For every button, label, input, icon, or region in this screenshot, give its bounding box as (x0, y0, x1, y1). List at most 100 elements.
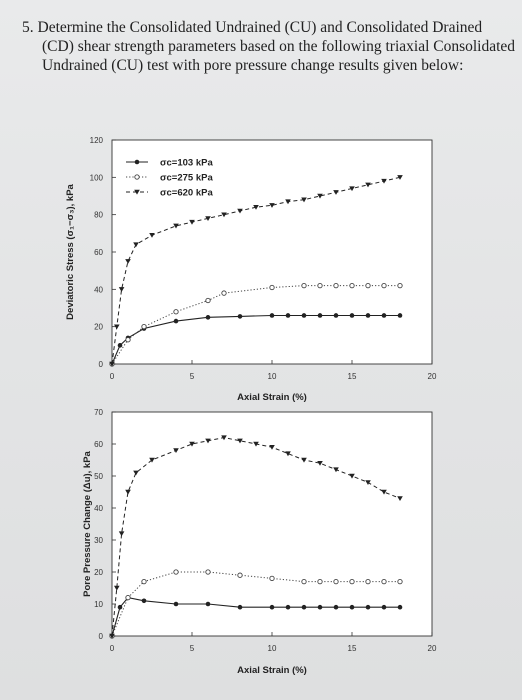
data-point-series-2 (317, 578, 323, 585)
data-point-series-3 (237, 208, 243, 214)
data-point-series-3 (114, 324, 120, 330)
x-tick-label: 10 (268, 372, 277, 381)
x-tick-label: 5 (190, 644, 195, 653)
data-point-series-1 (117, 343, 123, 348)
pore-pressure-chart: 0 10 20 30 40 50 60 70 0 5 10 15 20 Axial Strain (%) P… (82, 408, 437, 676)
data-point-series-3 (109, 361, 115, 367)
data-point-series-1 (381, 604, 387, 610)
data-point-series-2 (141, 578, 147, 585)
question-line-1: 5. Determine the Consolidated Undrained … (22, 19, 483, 36)
data-point-series-2 (365, 578, 371, 585)
y-tick-label: 60 (94, 440, 103, 449)
data-point-series-1 (397, 313, 403, 318)
data-point-series-3 (285, 451, 291, 457)
data-point-series-2 (349, 578, 355, 585)
y-tick-label: 40 (94, 285, 103, 294)
data-point-series-1 (205, 315, 211, 320)
data-point-series-3 (205, 216, 211, 221)
data-point-series-3 (269, 445, 275, 450)
legend-label-2: σc=275 kPa (160, 173, 213, 184)
data-point-series-3 (221, 212, 227, 218)
x-tick-label: 15 (348, 372, 357, 381)
data-point-series-2 (125, 337, 131, 343)
data-point-series-1 (285, 313, 291, 318)
y-tick-label: 60 (94, 248, 103, 257)
data-point-series-2 (365, 282, 371, 289)
data-point-series-3 (109, 633, 115, 639)
data-point-series-1 (301, 604, 307, 610)
question-line-3: Undrained (CU) test with pore pressure c… (42, 57, 464, 74)
data-point-series-3 (301, 457, 307, 463)
x-tick-label: 0 (110, 372, 115, 381)
data-point-series-3 (253, 441, 259, 447)
data-point-series-2 (301, 282, 307, 289)
data-point-series-3 (397, 496, 403, 501)
data-point-series-1 (173, 318, 179, 324)
data-point-series-3 (125, 259, 131, 264)
data-point-series-1 (333, 313, 339, 318)
y-tick-label: 80 (94, 211, 103, 220)
data-point-series-2 (205, 297, 211, 304)
x-tick-label: 20 (428, 372, 437, 381)
x-axis-title: Axial Strain (%) (237, 665, 307, 676)
data-point-series-1 (397, 604, 403, 610)
data-point-series-1 (333, 604, 339, 610)
data-point-series-3 (173, 448, 179, 453)
data-point-series-1 (237, 314, 243, 319)
data-point-series-2 (333, 282, 339, 289)
data-point-series-3 (189, 219, 195, 225)
data-point-series-2 (269, 284, 275, 291)
data-point-series-2 (397, 578, 403, 585)
y-tick-label: 0 (99, 360, 104, 369)
series-line-1 (111, 596, 400, 637)
data-point-series-3 (114, 585, 120, 591)
x-tick-label: 10 (268, 644, 277, 653)
data-point-series-3 (173, 223, 179, 229)
data-point-series-1 (365, 313, 371, 318)
data-point-series-1 (349, 313, 355, 318)
data-point-series-3 (237, 438, 243, 444)
data-point-series-3 (118, 287, 125, 292)
y-tick-label: 30 (94, 536, 103, 545)
y-tick-label: 70 (94, 408, 103, 417)
data-point-series-3 (285, 199, 291, 205)
y-tick-label: 20 (94, 323, 103, 332)
data-point-series-1 (317, 604, 323, 610)
plot-frame (111, 139, 433, 365)
x-axis-title: Axial Strain (%) (237, 392, 307, 403)
x-tick-label: 0 (110, 644, 115, 653)
x-tick-label: 5 (190, 372, 195, 381)
data-point-series-1 (237, 604, 243, 610)
data-point-series-3 (205, 438, 211, 444)
data-point-series-1 (301, 313, 307, 318)
data-point-series-2 (205, 569, 211, 575)
data-point-series-2 (125, 594, 131, 601)
data-point-series-1 (173, 601, 179, 607)
data-point-series-3 (133, 470, 139, 476)
data-point-series-1 (349, 604, 355, 610)
data-point-series-3 (333, 190, 339, 195)
data-point-series-3 (365, 480, 371, 485)
data-point-series-1 (381, 313, 387, 318)
data-point-series-3 (317, 461, 323, 466)
data-point-series-3 (125, 489, 131, 495)
data-point-series-1 (141, 598, 147, 604)
x-tick-label: 20 (428, 644, 437, 653)
data-point-series-2 (349, 282, 355, 289)
data-point-series-1 (205, 601, 211, 607)
data-point-series-2 (269, 575, 275, 582)
data-point-series-3 (317, 193, 323, 199)
legend-marker-1 (134, 159, 140, 165)
data-point-series-1 (117, 604, 123, 610)
question-line-2: (CD) shear strength parameters based on … (42, 38, 516, 55)
data-point-series-3 (349, 186, 355, 192)
data-point-series-2 (237, 572, 243, 578)
data-point-series-2 (333, 578, 339, 585)
y-tick-label: 50 (94, 472, 103, 481)
data-point-series-2 (221, 290, 227, 296)
data-point-series-3 (149, 233, 155, 238)
legend-label-1: σc=103 kPa (160, 158, 213, 169)
data-point-series-3 (365, 182, 371, 188)
data-point-series-3 (397, 175, 403, 180)
